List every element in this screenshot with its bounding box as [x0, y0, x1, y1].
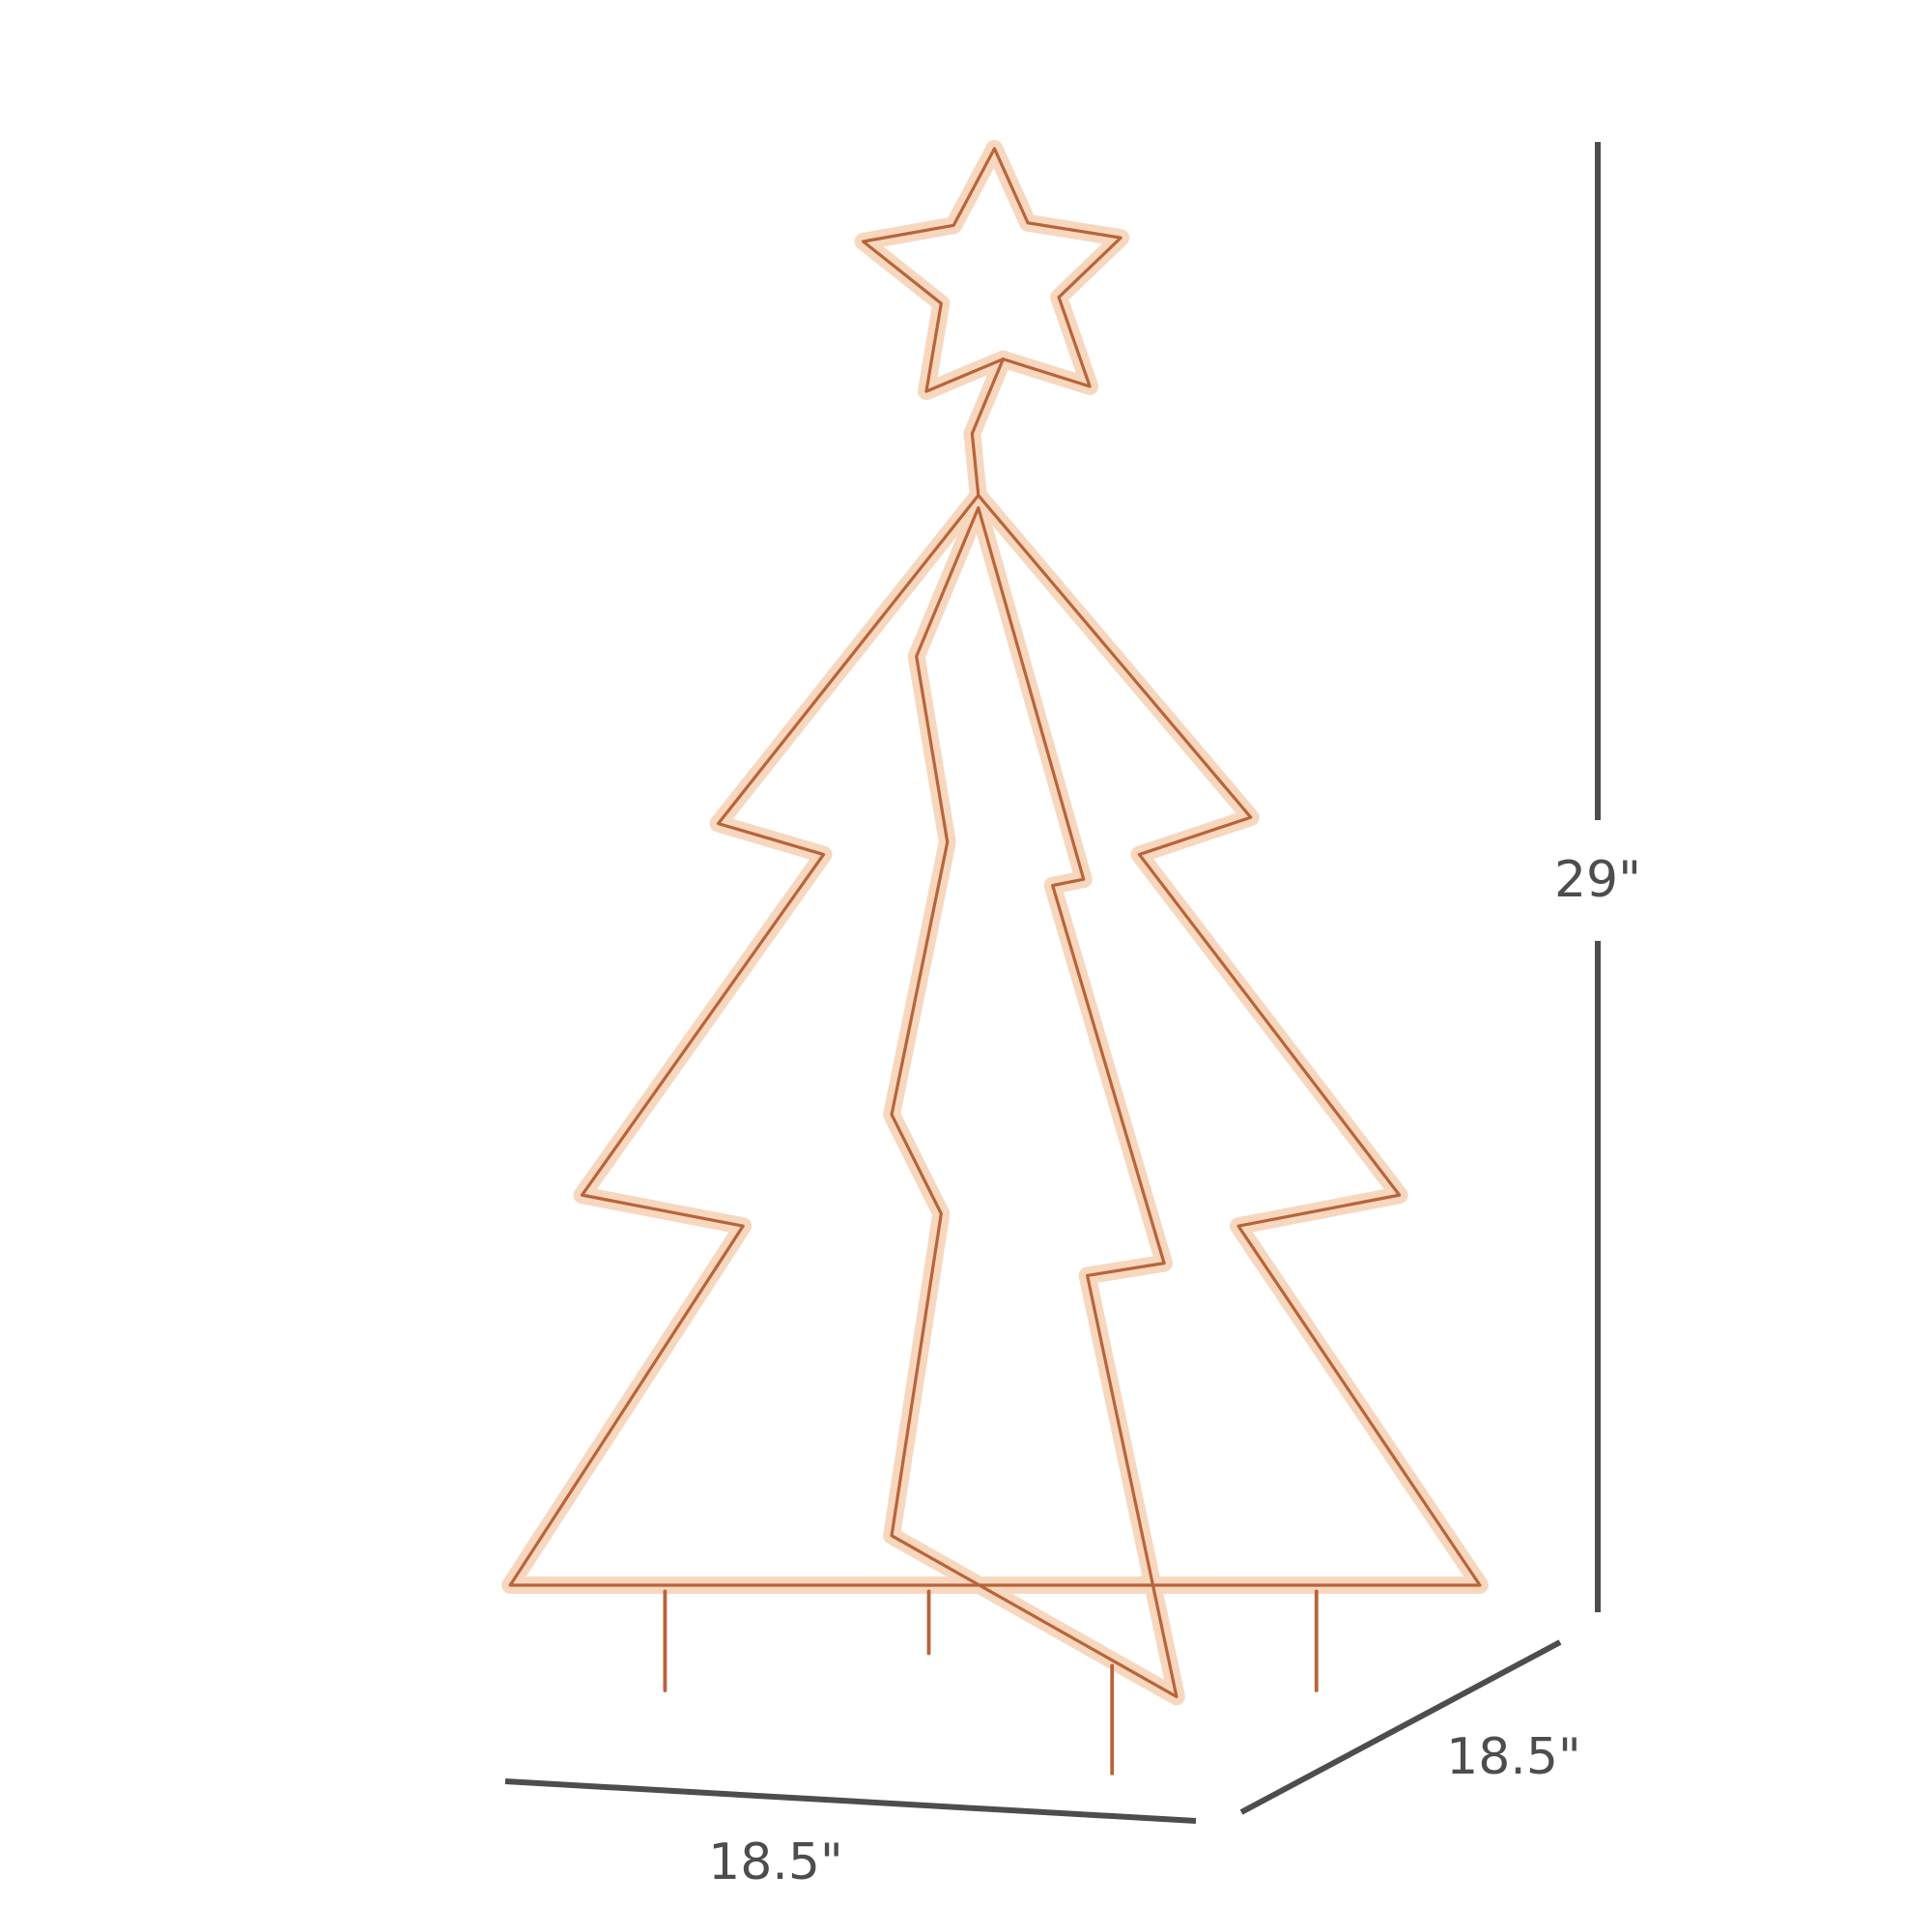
tree-wire: [508, 147, 1482, 1776]
height-label: 29": [1554, 851, 1641, 909]
width-dimension-line: [504, 1778, 1197, 1824]
depth-label: 18.5": [1446, 1728, 1581, 1786]
ground-stakes: [663, 1589, 1319, 1776]
depth-dimension-line: [1239, 1639, 1562, 1815]
star-icon: [854, 139, 1130, 401]
tree-outline: [501, 486, 1489, 1594]
light-tree-illustration: [501, 139, 1489, 1776]
width-label: 18.5": [708, 1833, 843, 1891]
